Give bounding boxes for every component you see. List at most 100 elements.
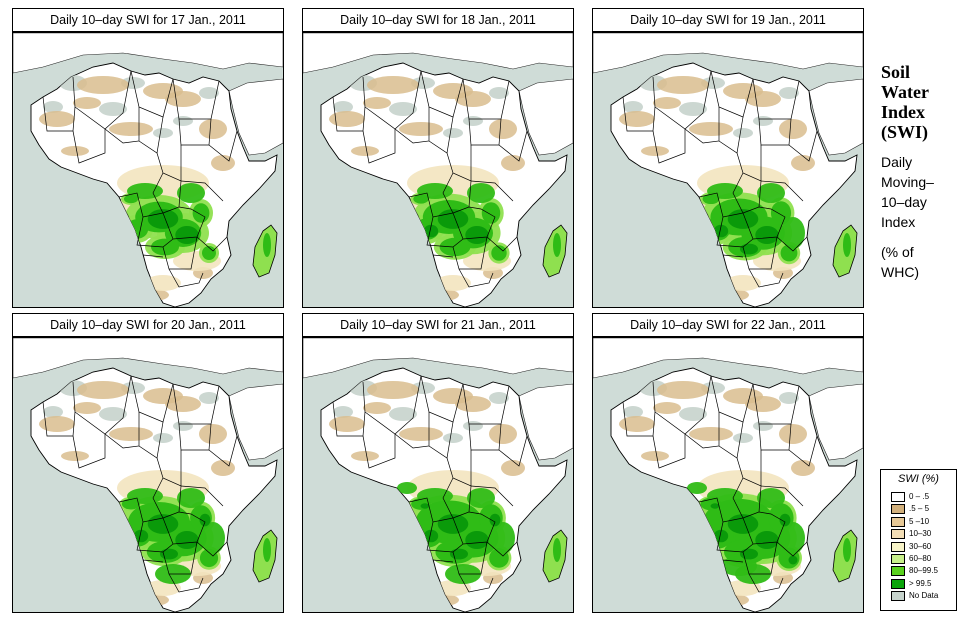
country-border [446,450,472,487]
dry-area [501,460,525,476]
legend-label: 5 –10 [909,516,930,526]
wet-area [553,233,561,257]
panel-title: Daily 10–day SWI for 19 Jan., 2011 [592,8,864,32]
dry-area [657,76,709,94]
africa-map [12,337,284,613]
arabia-land [518,78,573,156]
side-title-line: Soil [881,62,911,82]
country-border [208,435,238,467]
legend-item: 30–60 [891,541,953,553]
country-border [468,118,502,146]
panel-title: Daily 10–day SWI for 17 Jan., 2011 [12,8,284,32]
europe-land [593,338,863,379]
saturated-area [740,243,758,255]
europe-land [593,33,863,74]
no-data-area [199,87,219,99]
side-unit-line: (% of [881,244,914,260]
legend-swatch [891,566,905,577]
saturated-area [710,503,720,509]
legend-item: 10–30 [891,529,953,540]
no-data-area [443,433,463,443]
dry-area [501,155,525,171]
saturated-area [160,548,178,560]
moderate-area [435,275,471,291]
wet-area [177,488,205,508]
country-border [332,96,366,132]
no-data-area [679,102,707,116]
country-border [758,118,792,146]
saturated-area [465,226,489,244]
country-border [722,559,744,563]
moderate-area [145,275,181,291]
country-border [180,485,224,507]
country-border [470,180,514,202]
country-border [698,192,744,218]
dry-area [61,146,89,156]
country-border [760,180,804,202]
no-data-area [489,87,509,99]
africa-map [592,337,864,613]
saturated-area [147,514,179,534]
dry-area [165,91,201,107]
legend-swatch [891,554,905,564]
country-border [332,401,366,437]
dry-area [455,91,491,107]
dry-area [619,416,655,432]
no-data-area [389,407,417,421]
country-border [130,375,174,423]
swi-field [329,75,525,301]
saturated-area [755,226,779,244]
dry-area [455,396,491,412]
dry-area [351,451,379,461]
country-border [742,541,778,575]
wet-area [467,183,495,203]
saturated-area [489,513,501,527]
country-border [788,435,818,467]
country-border [486,541,518,557]
dry-area [109,427,153,441]
country-border [426,216,464,248]
dry-area [745,396,781,412]
no-data-area [623,101,643,113]
country-border [394,107,430,144]
dry-area [745,91,781,107]
dry-area [39,416,75,432]
country-border [748,573,784,593]
country-border [716,216,754,248]
legend-swatch [891,541,905,552]
no-data-area [623,406,643,418]
legend-label: 30–60 [909,541,932,551]
side-subtitle-line: Daily [881,154,913,170]
country-border [684,107,720,144]
side-subtitle-line: Moving– [881,174,934,190]
country-border [142,254,164,258]
country-border [462,383,510,425]
legend-item: 60–80 [891,554,953,565]
wet-area [843,538,851,562]
country-border [462,78,510,120]
country-border [452,511,496,545]
no-data-area [173,421,193,431]
dry-area [211,460,235,476]
country-border [136,216,174,248]
dry-area [791,460,815,476]
wet-area [707,488,743,504]
country-border [118,192,164,218]
wet-area [467,488,495,508]
country-border [498,435,528,467]
europe-land [13,33,283,74]
saturated-area [450,548,468,560]
dry-area [399,122,443,136]
africa-map [302,32,574,308]
wet-area [781,522,805,554]
legend-item: .5 – 5 [891,504,953,515]
dry-area [641,451,669,461]
country-border [172,383,220,425]
dry-area [109,122,153,136]
panel-title: Daily 10–day SWI for 21 Jan., 2011 [302,313,574,337]
side-subtitle: Daily Moving– 10–day Index [881,152,934,232]
no-data-area [389,102,417,116]
swi-map-panel: Daily 10–day SWI for 20 Jan., 2011 [12,313,284,613]
wet-area [491,522,515,554]
country-border [736,145,762,182]
